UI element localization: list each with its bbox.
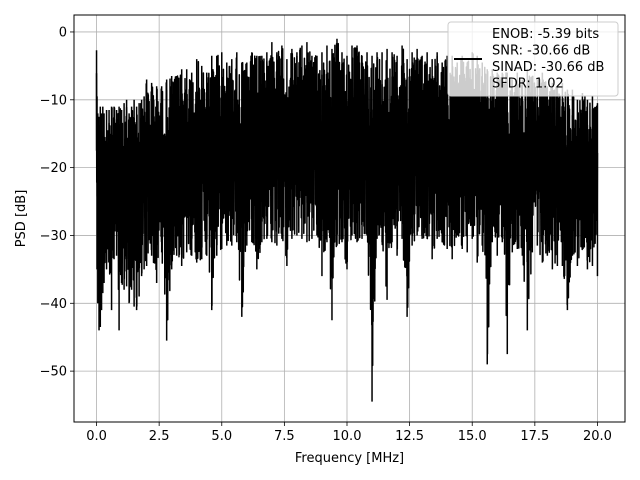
x-tick-label: 17.5 — [520, 429, 549, 444]
plot-frame — [73, 14, 626, 423]
x-axis-ticks: 0.0 2.5 5.0 7.5 10.0 12.5 15.0 17.5 20.0 — [86, 422, 612, 444]
y-tick-label: −40 — [40, 297, 67, 312]
y-axis-ticks: 0 −10 −20 −30 −40 −50 — [40, 25, 74, 380]
x-tick-label: 20.0 — [583, 429, 612, 444]
x-tick-label: 0.0 — [86, 429, 107, 444]
x-tick-label: 2.5 — [149, 429, 170, 444]
x-tick-label: 5.0 — [211, 429, 232, 444]
y-tick-label: −10 — [40, 93, 67, 108]
x-tick-label: 7.5 — [274, 429, 295, 444]
legend-box — [447, 21, 619, 97]
legend-entry-line: SNR: -30.66 dB — [492, 44, 590, 59]
y-tick-label: 0 — [59, 25, 67, 40]
x-tick-label: 15.0 — [458, 429, 487, 444]
x-axis-label: Frequency [MHz] — [295, 451, 404, 466]
y-axis-label: PSD [dB] — [14, 190, 29, 248]
legend-entry-line: ENOB: -5.39 bits — [492, 27, 599, 42]
x-tick-label: 12.5 — [395, 429, 424, 444]
x-tick-label: 10.0 — [333, 429, 362, 444]
legend-entry-line: SFDR: 1.02 — [492, 77, 564, 92]
legend: ENOB: -5.39 bits SNR: -30.66 dB SINAD: -30… — [447, 21, 619, 97]
y-tick-label: −20 — [40, 161, 67, 176]
psd-trace — [95, 38, 599, 402]
y-tick-label: −50 — [40, 365, 67, 380]
y-tick-label: −30 — [40, 229, 67, 244]
legend-entry-line: SINAD: -30.66 dB — [492, 60, 604, 75]
legend-entry-label: ENOB: -5.39 bits SNR: -30.66 dB SINAD: -30… — [492, 27, 604, 92]
